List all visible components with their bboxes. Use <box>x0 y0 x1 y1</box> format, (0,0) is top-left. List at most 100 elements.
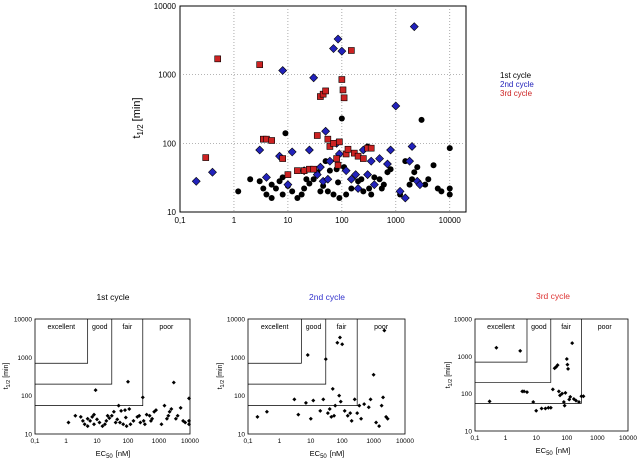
point-diamond <box>518 348 523 353</box>
point-diamond <box>381 395 386 400</box>
point-diamond <box>104 418 109 423</box>
point-diamond <box>122 408 127 413</box>
point-diamond <box>153 408 158 413</box>
point-diamond <box>121 422 126 427</box>
point-diamond <box>116 403 121 408</box>
subplot-3rd-cycle: 3rd cycle excellent good fair poor 0,1 1 10 10… <box>445 291 637 457</box>
main-x-ticks: 0,1 1 10 100 1000 10000 <box>174 216 461 225</box>
point-diamond <box>574 398 579 403</box>
point-diamond <box>91 422 96 427</box>
subplot-1st-cycle: 1st cycle excellent good fair poor 0,1 1 10 10… <box>3 292 199 460</box>
region-boundary <box>248 319 327 385</box>
point-diamond <box>338 399 343 404</box>
point-circle <box>272 185 279 192</box>
subplot-2-title: 2nd cycle <box>309 292 345 302</box>
point-diamond <box>66 420 71 425</box>
point-diamond <box>332 413 337 418</box>
point-diamond <box>565 362 570 367</box>
point-diamond <box>78 414 83 419</box>
point-diamond <box>546 405 551 410</box>
point-diamond <box>333 34 343 44</box>
point-diamond <box>164 416 169 421</box>
x-tick-label: 100 <box>561 435 572 442</box>
subplot-1-x-axis-label: EC50 [nM] <box>96 449 131 460</box>
point-diamond <box>264 409 269 414</box>
point-diamond <box>566 366 571 371</box>
legend-2nd-cycle: 2nd cycle <box>500 80 534 89</box>
point-diamond <box>187 396 191 401</box>
subplot-3-data-points <box>487 341 586 413</box>
point-diamond <box>325 411 330 416</box>
point-square <box>344 145 352 153</box>
point-diamond <box>342 408 347 413</box>
point-diamond <box>382 328 387 333</box>
region-label-excellent: excellent <box>261 324 289 331</box>
subplot-1-regions: excellent good fair poor <box>35 319 174 406</box>
point-diamond <box>579 394 584 399</box>
y-tick-label: 1000 <box>231 355 246 362</box>
point-diamond <box>570 341 575 346</box>
y-tick-label: 1000 <box>458 354 473 361</box>
point-square <box>256 61 263 68</box>
point-square <box>284 171 292 178</box>
main-y-axis-label: t1/2[min] <box>131 97 145 138</box>
point-diamond <box>371 372 376 377</box>
point-diamond <box>353 184 363 193</box>
point-diamond <box>561 399 566 404</box>
point-diamond <box>255 414 260 419</box>
point-diamond <box>283 180 293 190</box>
point-diamond <box>123 415 128 420</box>
point-circle <box>279 174 286 181</box>
point-diamond <box>337 393 342 398</box>
point-circle <box>324 188 331 195</box>
point-diamond <box>127 406 132 411</box>
y-tick-label: 100 <box>461 391 472 398</box>
point-diamond <box>144 412 149 417</box>
point-diamond <box>171 380 176 385</box>
subplot-3-y-axis-label: t1/2[min] <box>445 362 454 389</box>
point-diamond <box>362 402 367 407</box>
region-label-poor: poor <box>374 324 389 331</box>
point-circle <box>438 188 445 195</box>
point-diamond <box>97 420 102 425</box>
point-diamond <box>169 406 174 411</box>
x-tick-label: 1 <box>278 438 282 445</box>
point-diamond <box>359 416 364 421</box>
x-tick-label: 10 <box>533 435 541 442</box>
point-circle <box>387 166 394 173</box>
point-square <box>214 55 222 63</box>
x-tick-label: 100 <box>337 438 348 445</box>
point-diamond <box>117 420 122 425</box>
point-circle <box>256 178 263 185</box>
region-label-good: good <box>92 324 108 331</box>
point-circle <box>263 191 270 198</box>
point-square <box>348 47 355 54</box>
x-tick-label: 10 <box>93 438 101 445</box>
subplot-2-data-points <box>255 328 390 429</box>
main-legend: 1st cycle 2nd cycle 3rd cycle <box>500 71 534 98</box>
point-diamond <box>167 409 172 414</box>
point-diamond <box>333 403 338 408</box>
subplot-3-ticks: 0,1 1 10 100 1000 10000 10 100 1000 10000 <box>454 317 637 443</box>
point-diamond <box>340 342 345 347</box>
point-circle <box>380 181 387 188</box>
x-tick-label: 0,1 <box>243 438 252 445</box>
main-y-tick-label: 10 <box>167 208 176 217</box>
region-boundary <box>248 319 358 406</box>
point-circle <box>279 191 286 198</box>
point-diamond <box>323 357 328 362</box>
point-diamond <box>321 126 331 136</box>
point-square <box>339 86 347 94</box>
point-circle <box>301 185 308 192</box>
point-diamond <box>91 412 96 417</box>
point-diamond <box>415 180 425 190</box>
region-boundary <box>35 319 144 406</box>
y-tick-label: 10000 <box>454 317 472 324</box>
point-diamond <box>312 170 322 180</box>
point-circle <box>298 191 305 198</box>
point-circle <box>268 194 275 201</box>
point-diamond <box>377 424 382 429</box>
point-diamond <box>539 406 544 411</box>
point-diamond <box>166 413 171 418</box>
point-diamond <box>355 411 360 416</box>
